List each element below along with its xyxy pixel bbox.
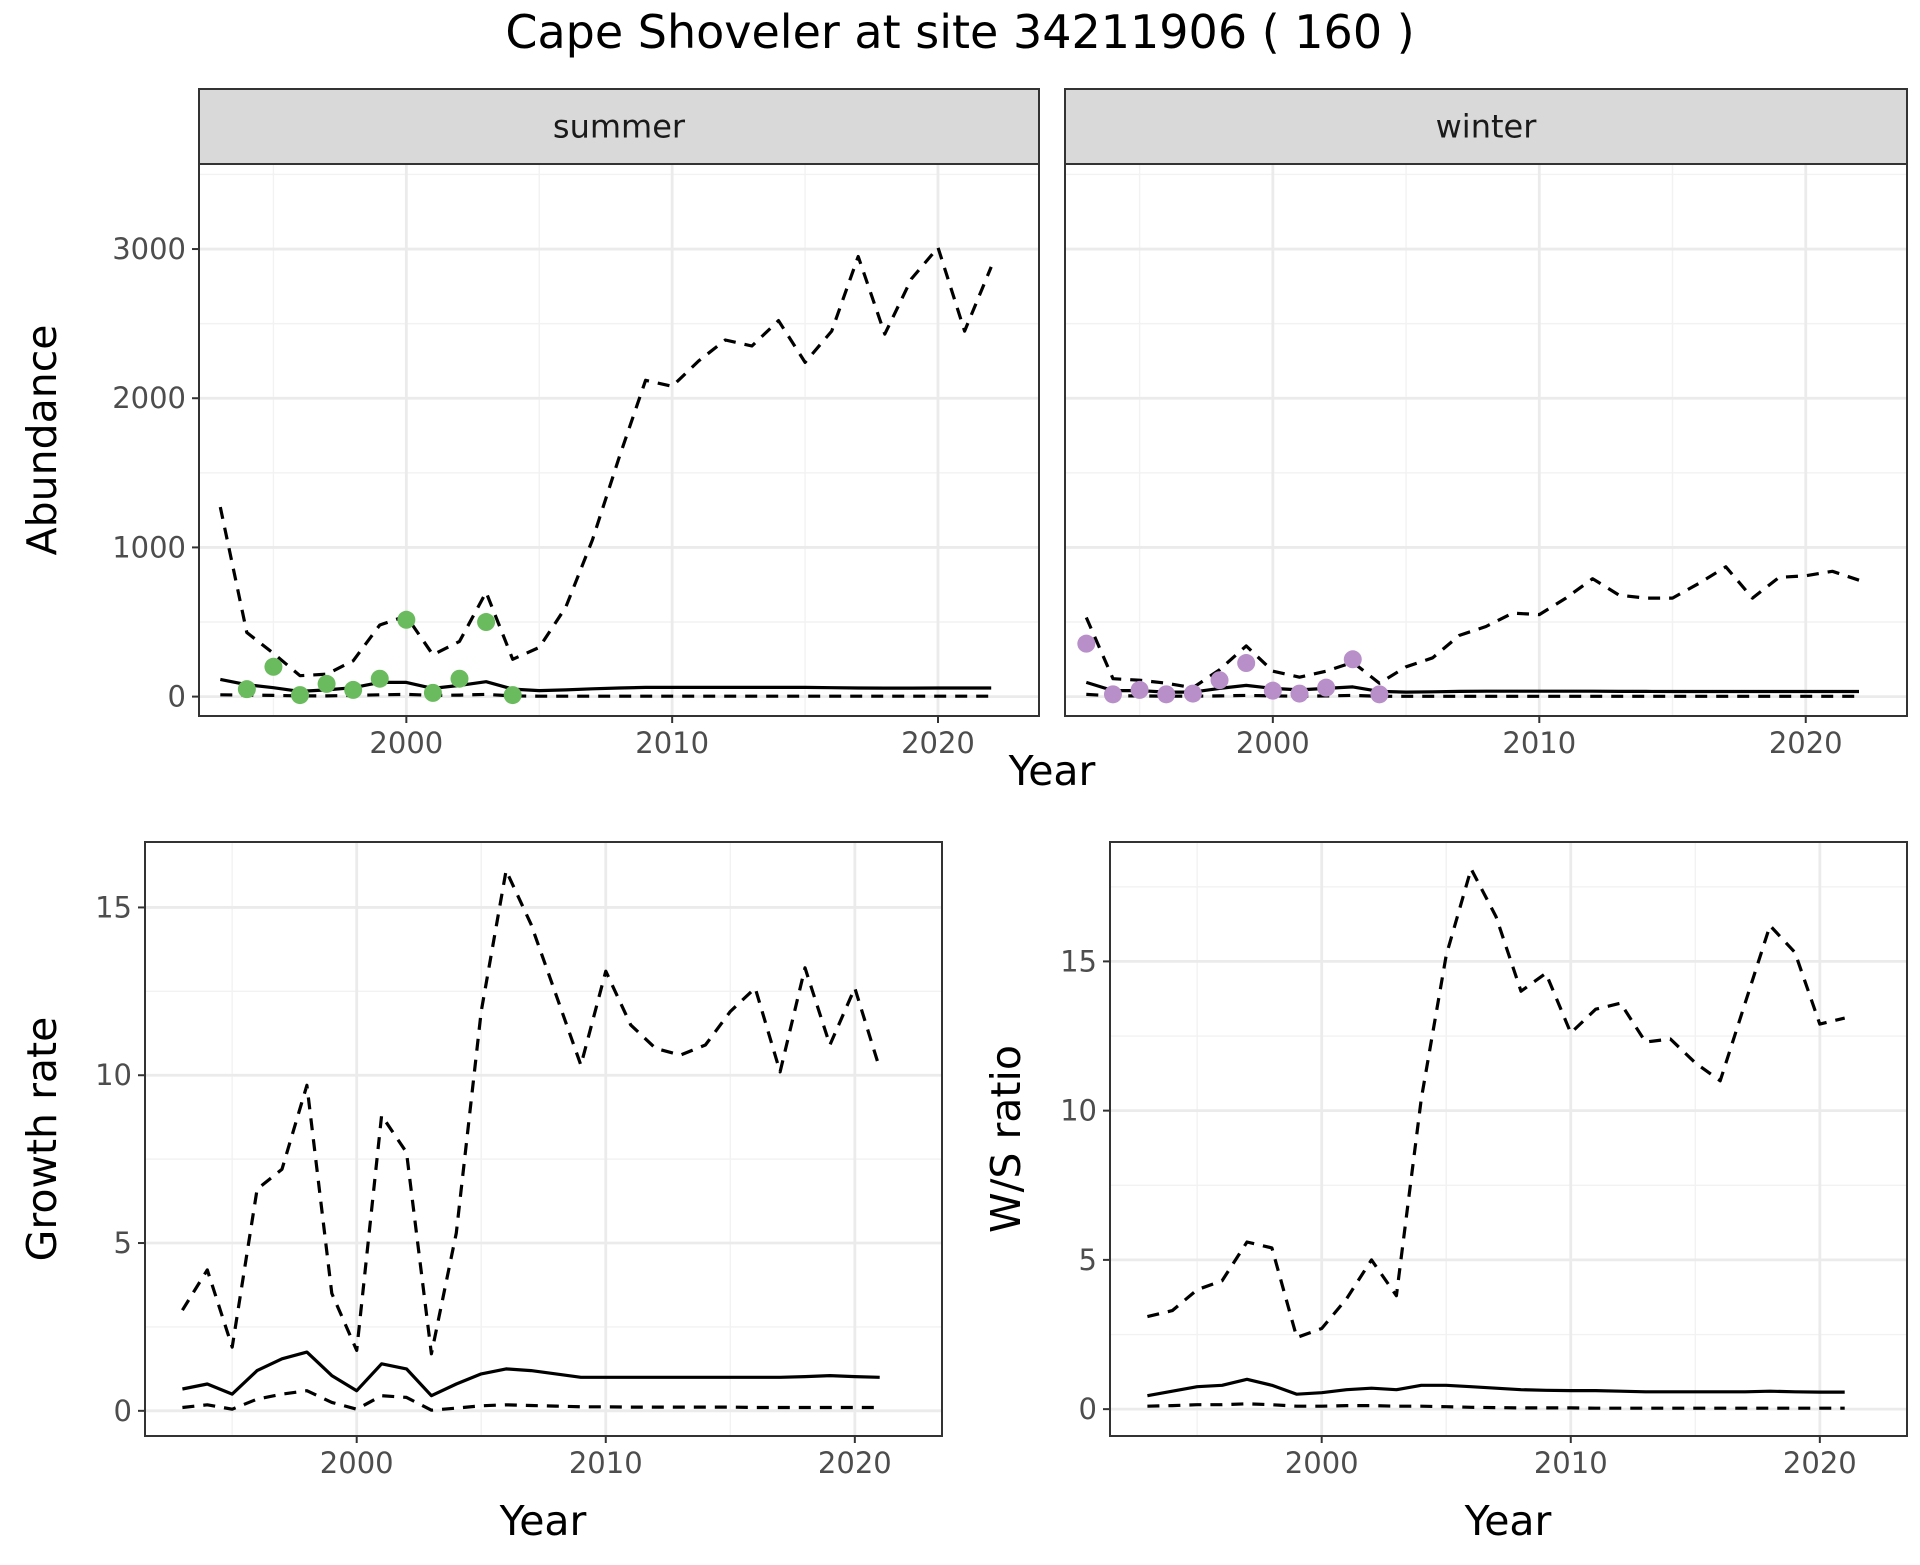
abundance-winter-observed-point [1210, 671, 1229, 690]
abundance-summer-observed-point [317, 674, 336, 693]
growth-median-line [182, 1350, 880, 1398]
growth-panel-border [144, 841, 943, 1437]
abundance-winter-observed-point [1130, 680, 1149, 699]
abundance-winter-lower-dashed-line [1086, 692, 1859, 698]
abundance-winter-observed-point [1370, 685, 1389, 704]
abundance-summer-y-tick-label: 1000 [112, 530, 186, 564]
abundance-summer-observed-point [477, 613, 496, 632]
ws-ratio-x-tick-label: 2010 [1534, 1446, 1608, 1480]
abundance-summer-x-tick-label: 2010 [635, 726, 709, 760]
ws-ratio-y-tick-label: 10 [1060, 1094, 1097, 1128]
ws-ratio-y-axis-title: W/S ratio [982, 1045, 1030, 1233]
abundance-winter-observed-point [1157, 685, 1176, 704]
ws-ratio-panel-group: 2000 2010 2020 0 5 10 15 Year W/S ratio [982, 841, 1908, 1545]
growth-panel-group: 2000 2010 2020 0 5 10 15 Year Growth rate [18, 841, 943, 1545]
abundance-summer-strip-label: summer [553, 108, 686, 146]
abundance-summer-observed-point [503, 686, 522, 705]
growth-y-tick-label: 0 [114, 1394, 132, 1428]
growth-x-tick-label: 2000 [320, 1446, 394, 1480]
abundance-summer-observed-point [397, 610, 416, 629]
ws-ratio-y-tick-label: 15 [1060, 944, 1097, 978]
growth-x-tick-label: 2020 [818, 1446, 892, 1480]
abundance-summer-y-tick-label: 0 [168, 680, 186, 714]
abundance-winter-observed-point [1343, 650, 1362, 669]
abundance-winter-observed-point [1237, 654, 1256, 673]
abundance-winter-x-tick-label: 2020 [1769, 726, 1843, 760]
growth-y-tick-label: 15 [95, 890, 132, 924]
ws-ratio-upper-dashed-line [1147, 867, 1846, 1340]
ws-ratio-y-tick-label: 0 [1079, 1392, 1097, 1426]
abundance-summer-x-tick-label: 2000 [369, 726, 443, 760]
growth-x-axis-title: Year [499, 1497, 587, 1545]
ws-ratio-x-axis-title: Year [1464, 1497, 1552, 1545]
abundance-winter-strip-label: winter [1436, 108, 1538, 146]
growth-panel-background [145, 842, 942, 1436]
abundance-summer-upper-dashed-line [218, 245, 993, 678]
ws-ratio-x-tick-label: 2020 [1783, 1446, 1857, 1480]
abundance-winter-panel-background [1065, 164, 1907, 716]
growth-y-tick-label: 5 [114, 1226, 132, 1260]
abundance-winter-strip [1064, 88, 1908, 165]
ws-ratio-lower-dashed-line [1147, 1402, 1845, 1410]
growth-y-axis-title: Growth rate [18, 1017, 66, 1262]
ws-ratio-panel-border [1109, 841, 1908, 1437]
chart-title: Cape Shoveler at site 34211906 ( 160 ) [505, 5, 1414, 59]
abundance-winter-observed-point [1263, 681, 1282, 700]
abundance-y-axis-title: Abundance [18, 325, 66, 556]
abundance-summer-x-tick-label: 2020 [901, 726, 975, 760]
abundance-summer-observed-point [450, 669, 469, 688]
abundance-summer-observed-point [237, 680, 256, 699]
abundance-summer-observed-point [423, 683, 442, 702]
ws-ratio-median-line [1147, 1377, 1845, 1398]
abundance-winter-x-tick-label: 2010 [1502, 726, 1576, 760]
abundance-summer-observed-point [344, 680, 363, 699]
abundance-winter-observed-point [1183, 684, 1202, 703]
growth-upper-dashed-line [181, 868, 882, 1356]
ws-ratio-panel-background [1110, 842, 1907, 1436]
ws-ratio-x-tick-label: 2000 [1285, 1446, 1359, 1480]
abundance-panel-group: summer 2000 2010 2020 0 1000 2000 3000 winter 200… [18, 88, 1908, 795]
ws-ratio-y-tick-label: 5 [1079, 1243, 1097, 1277]
abundance-summer-y-tick-label: 3000 [112, 232, 186, 266]
abundance-summer-observed-point [291, 686, 310, 705]
growth-lower-dashed-line [182, 1389, 880, 1412]
abundance-summer-observed-point [264, 657, 283, 676]
abundance-winter-observed-point [1290, 684, 1309, 703]
growth-x-tick-label: 2010 [569, 1446, 643, 1480]
abundance-summer-strip [198, 88, 1040, 165]
abundance-summer-y-tick-label: 2000 [112, 381, 186, 415]
abundance-summer-observed-point [370, 669, 389, 688]
abundance-summer-lower-dashed-line [220, 692, 992, 698]
abundance-winter-median-line [1085, 680, 1859, 694]
abundance-summer-panel-background [199, 164, 1039, 716]
abundance-x-axis-title: Year [1008, 747, 1096, 795]
abundance-winter-observed-point [1317, 678, 1336, 697]
abundance-winter-observed-point [1103, 685, 1122, 704]
abundance-winter-observed-point [1077, 634, 1096, 653]
growth-y-tick-label: 10 [95, 1058, 132, 1092]
abundance-winter-x-tick-label: 2000 [1236, 726, 1310, 760]
